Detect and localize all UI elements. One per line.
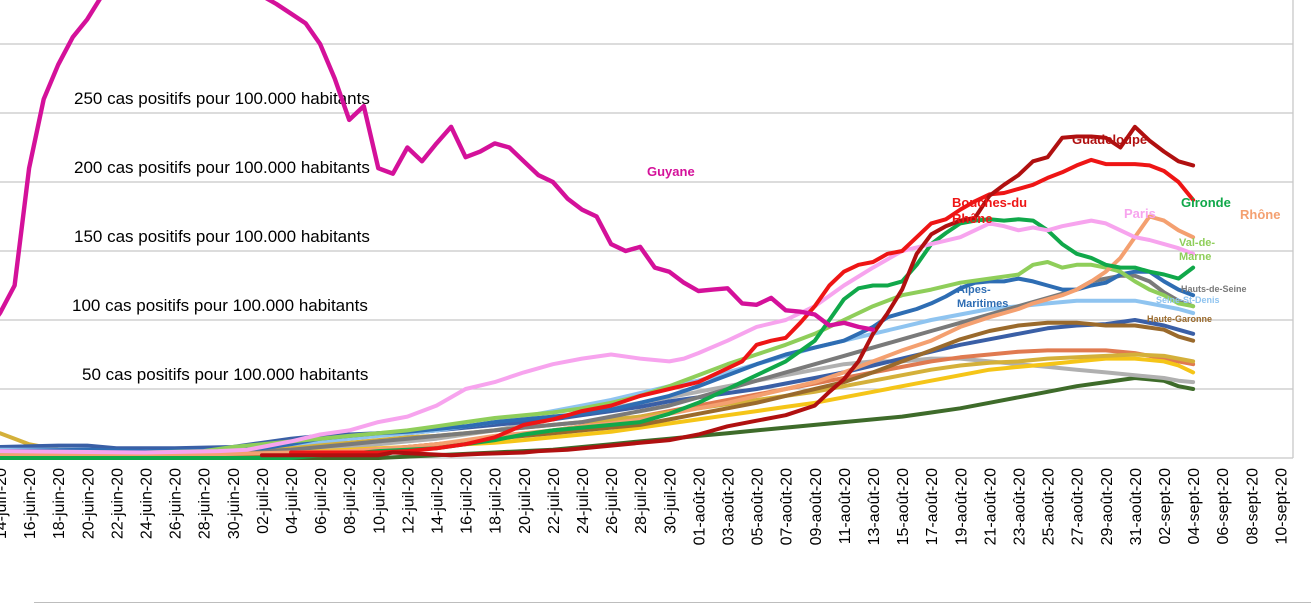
series-label: Guadeloupe <box>1072 132 1147 147</box>
series-label: Seine-St-Denis <box>1156 295 1220 305</box>
x-tick-label: 23-août-20 <box>1012 468 1029 545</box>
x-tick-label: 30-juin-20 <box>226 468 243 539</box>
x-tick-label: 29-août-20 <box>1099 468 1116 545</box>
series-label: Hauts-de-Seine <box>1181 284 1247 294</box>
x-tick-label: 10-sept-20 <box>1273 468 1290 545</box>
reference-line-label: 200 cas positifs pour 100.000 habitants <box>74 158 370 177</box>
series-label: Guyane <box>647 164 695 179</box>
reference-line-label: 150 cas positifs pour 100.000 habitants <box>74 227 370 246</box>
series-labels: Guyane Guadeloupe Bouches-du Rhône Paris Giro… <box>647 132 1280 324</box>
x-tick-label: 27-août-20 <box>1070 468 1087 545</box>
x-tick-label: 18-juil-20 <box>488 468 505 534</box>
x-tick-label: 04-juil-20 <box>284 468 301 534</box>
x-tick-label: 08-juil-20 <box>342 468 359 534</box>
series-label: Paris <box>1124 206 1156 221</box>
x-tick-label: 03-août-20 <box>721 468 738 545</box>
x-tick-label: 04-sept-20 <box>1186 468 1203 545</box>
series-line <box>0 320 1196 459</box>
series-line <box>0 214 1196 458</box>
x-tick-label: 11-août-20 <box>837 468 854 544</box>
x-tick-label: 13-août-20 <box>866 468 883 545</box>
x-tick-label: 10-juil-20 <box>371 468 388 534</box>
x-tick-label: 15-août-20 <box>895 468 912 545</box>
x-tick-label: 02-sept-20 <box>1157 468 1174 545</box>
x-tick-label: 24-juin-20 <box>139 468 156 539</box>
x-tick-label: 12-juil-20 <box>400 468 417 534</box>
series-label: Haute-Garonne <box>1147 314 1212 324</box>
x-tick-label: 14-juil-20 <box>430 468 447 534</box>
series-line <box>0 273 1196 456</box>
x-tick-label: 01-août-20 <box>691 468 708 545</box>
series-label: Bouches-du Rhône <box>952 195 1027 226</box>
x-tick-label: 30-juil-20 <box>662 468 679 534</box>
bottom-border <box>34 602 1311 603</box>
series-label: Rhône <box>1240 207 1280 222</box>
series-label: Gironde <box>1181 195 1231 210</box>
x-tick-label: 05-août-20 <box>750 468 767 545</box>
reference-line-label: 100 cas positifs pour 100.000 habitants <box>72 296 368 315</box>
series-lines <box>0 0 1196 460</box>
reference-line-labels: 50 cas positifs pour 100.000 habitants 10… <box>72 89 370 384</box>
x-tick-label: 19-août-20 <box>953 468 970 545</box>
x-tick-label: 14-juin-20 <box>0 468 10 539</box>
x-tick-label: 20-juil-20 <box>517 468 534 534</box>
x-tick-label: 28-juin-20 <box>197 468 214 539</box>
x-tick-label: 16-juil-20 <box>459 468 476 534</box>
reference-line-label: 50 cas positifs pour 100.000 habitants <box>82 365 368 384</box>
x-tick-label: 16-juin-20 <box>22 468 39 539</box>
x-tick-label: 31-août-20 <box>1128 468 1145 545</box>
series-line <box>0 356 1196 458</box>
x-tick-label: 28-juil-20 <box>633 468 650 534</box>
x-tick-label: 21-août-20 <box>982 468 999 545</box>
x-tick-label: 06-juil-20 <box>313 468 330 534</box>
x-tick-label: 06-sept-20 <box>1215 468 1232 545</box>
x-tick-label: 20-juin-20 <box>80 468 97 539</box>
series-line <box>259 124 1196 458</box>
series-line <box>0 0 876 332</box>
x-tick-label: 22-juil-20 <box>546 468 563 534</box>
series-label: Alpes-Maritimes <box>957 284 1008 310</box>
x-tick-label: 08-sept-20 <box>1244 468 1261 545</box>
series-label: Val-de-Marne <box>1179 237 1215 263</box>
x-tick-label: 26-juil-20 <box>604 468 621 534</box>
x-tick-label: 17-août-20 <box>924 468 941 545</box>
reference-line-label: 250 cas positifs pour 100.000 habitants <box>74 89 370 108</box>
x-tick-label: 02-juil-20 <box>255 468 272 534</box>
series-line <box>0 218 1196 455</box>
gridlines <box>0 0 1294 459</box>
x-tick-label: 25-août-20 <box>1041 468 1058 545</box>
x-axis-tick-labels: 14-juin-20 16-juin-20 18-juin-20 20-juin-20… <box>0 468 1290 545</box>
x-tick-label: 09-août-20 <box>808 468 825 545</box>
x-tick-label: 07-août-20 <box>779 468 796 545</box>
x-tick-label: 26-juin-20 <box>168 468 185 539</box>
x-tick-label: 22-juin-20 <box>109 468 126 539</box>
series-line <box>289 157 1196 455</box>
series-line <box>0 318 1196 451</box>
x-tick-label: 24-juil-20 <box>575 468 592 534</box>
x-tick-label: 18-juin-20 <box>51 468 68 539</box>
